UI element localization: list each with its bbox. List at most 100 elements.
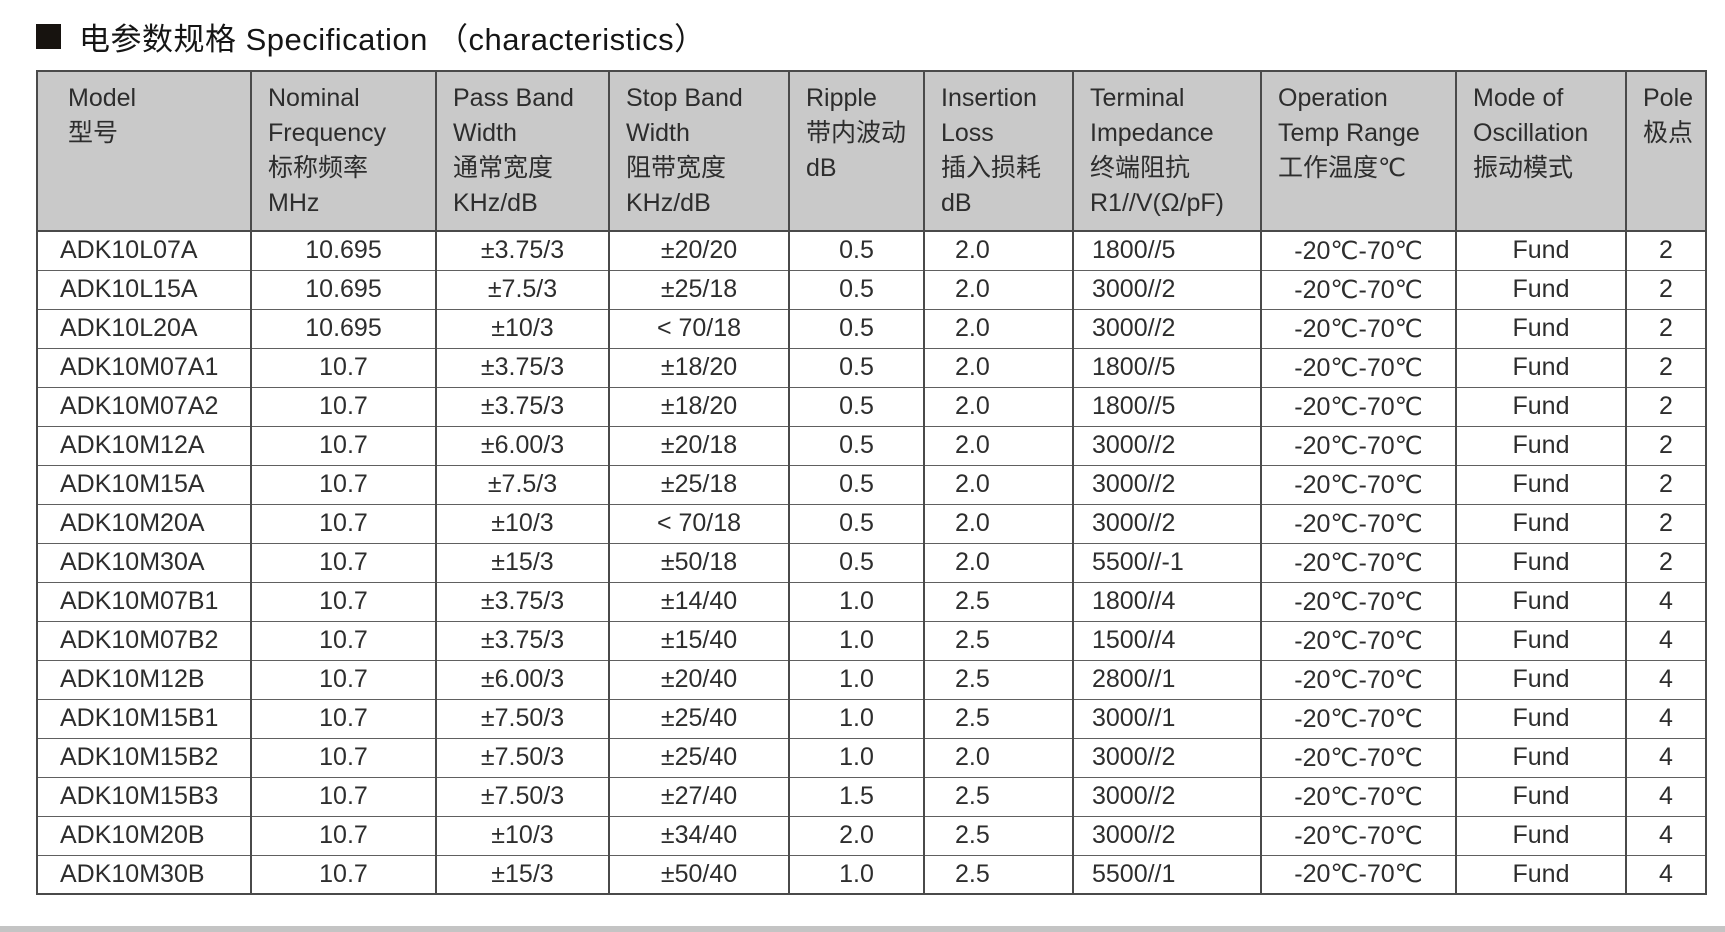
header-line: 标称频率 (268, 154, 369, 182)
cell-operation-temp-range: -20℃-70℃ (1260, 464, 1456, 504)
header-line: KHz/dB (626, 189, 711, 217)
cell-ripple: 0.5 (788, 464, 924, 504)
section-title-text: 电参数规格 Specification （characteristics） (79, 22, 706, 57)
cell-stop-band-width: ±14/40 (608, 581, 789, 621)
cell-model: ADK10M07A2 (36, 386, 251, 426)
cell-stop-band-width: ±18/20 (608, 347, 789, 387)
cell-ripple: 0.5 (788, 269, 924, 309)
header-line: 终端阻抗 (1090, 154, 1191, 182)
cell-insertion-loss: 2.0 (923, 503, 1073, 543)
header-line: dB (806, 154, 837, 182)
cell-insertion-loss: 2.0 (923, 308, 1073, 348)
header-line: Mode of (1473, 84, 1564, 112)
cell-stop-band-width: ±34/40 (608, 815, 789, 855)
cell-nominal-frequency: 10.7 (250, 503, 436, 543)
cell-mode-of-oscillation: Fund (1455, 815, 1626, 855)
table-row: ADK10L15A 10.695 ±7.5/3 ±25/18 0.5 2.0 3000//2… (36, 269, 1706, 309)
cell-insertion-loss: 2.0 (923, 425, 1073, 465)
table-row: ADK10M12A 10.7 ±6.00/3 ±20/18 0.5 2.0 3000//2-… (36, 425, 1706, 465)
header-line: Pole (1643, 84, 1694, 112)
cell-operation-temp-range: -20℃-70℃ (1260, 269, 1456, 309)
table-row: ADK10M07A1 10.7 ±3.75/3 ±18/20 0.5 2.0 1800//5… (36, 347, 1706, 387)
cell-operation-temp-range: -20℃-70℃ (1260, 854, 1456, 894)
column-header-terminal-impedance: Terminal Impedance 终端阻抗 R1//V(Ω/pF) (1072, 71, 1261, 232)
page-edge-strip (0, 926, 1725, 932)
table-row: ADK10M07A2 10.7 ±3.75/3 ±18/20 0.5 2.0 1800//5… (36, 386, 1706, 426)
cell-pole: 4 (1625, 581, 1706, 621)
cell-terminal-impedance: 3000//2 (1072, 815, 1261, 855)
cell-nominal-frequency: 10.7 (250, 581, 436, 621)
table-row: ADK10M07B2 10.7 ±3.75/3 ±15/40 1.0 2.5 1500//4… (36, 620, 1706, 660)
cell-pass-band-width: ±3.75/3 (435, 386, 609, 426)
cell-insertion-loss: 2.5 (923, 815, 1073, 855)
cell-ripple: 1.0 (788, 620, 924, 660)
cell-nominal-frequency: 10.695 (250, 308, 436, 348)
cell-stop-band-width: ±18/20 (608, 386, 789, 426)
cell-terminal-impedance: 3000//2 (1072, 464, 1261, 504)
cell-pole: 2 (1625, 347, 1706, 387)
cell-ripple: 1.0 (788, 854, 924, 894)
cell-model: ADK10M07A1 (36, 347, 251, 387)
cell-operation-temp-range: -20℃-70℃ (1260, 542, 1456, 582)
cell-model: ADK10M30A (36, 542, 251, 582)
cell-ripple: 1.0 (788, 581, 924, 621)
cell-pass-band-width: ±7.50/3 (435, 698, 609, 738)
spec-table: Model 型号 Nominal Frequency 标称频率 MHz Pass Band W… (36, 70, 1707, 895)
cell-insertion-loss: 2.0 (923, 269, 1073, 309)
cell-ripple: 0.5 (788, 503, 924, 543)
cell-stop-band-width: ±15/40 (608, 620, 789, 660)
cell-model: ADK10M15B2 (36, 737, 251, 777)
cell-operation-temp-range: -20℃-70℃ (1260, 659, 1456, 699)
header-line: Ripple (806, 84, 877, 112)
table-row: ADK10M15A 10.7 ±7.5/3 ±25/18 0.5 2.0 3000//2 -2… (36, 464, 1706, 504)
cell-mode-of-oscillation: Fund (1455, 347, 1626, 387)
header-line: 带内波动 (806, 119, 907, 147)
header-line: 振动模式 (1473, 154, 1574, 182)
cell-ripple: 0.5 (788, 542, 924, 582)
cell-pass-band-width: ±10/3 (435, 815, 609, 855)
cell-pass-band-width: ±3.75/3 (435, 230, 609, 270)
cell-insertion-loss: 2.5 (923, 854, 1073, 894)
cell-insertion-loss: 2.0 (923, 464, 1073, 504)
cell-mode-of-oscillation: Fund (1455, 776, 1626, 816)
cell-pole: 2 (1625, 542, 1706, 582)
cell-model: ADK10L07A (36, 230, 251, 270)
table-row: ADK10M12B 10.7 ±6.00/3 ±20/40 1.0 2.5 2800//1-… (36, 659, 1706, 699)
cell-model: ADK10M12B (36, 659, 251, 699)
cell-terminal-impedance: 3000//2 (1072, 425, 1261, 465)
cell-model: ADK10M30B (36, 854, 251, 894)
table-row: ADK10M30A 10.7 ±15/3 ±50/18 0.5 2.0 5500//-1 -2… (36, 542, 1706, 582)
cell-ripple: 1.0 (788, 698, 924, 738)
cell-stop-band-width: ±20/20 (608, 230, 789, 270)
cell-terminal-impedance: 5500//-1 (1072, 542, 1261, 582)
cell-mode-of-oscillation: Fund (1455, 230, 1626, 270)
table-row: ADK10L20A 10.695 ±10/3 < 70/18 0.5 2.0 3000//2… (36, 308, 1706, 348)
cell-pole: 2 (1625, 386, 1706, 426)
cell-stop-band-width: < 70/18 (608, 503, 789, 543)
cell-pass-band-width: ±7.5/3 (435, 464, 609, 504)
cell-model: ADK10L15A (36, 269, 251, 309)
cell-mode-of-oscillation: Fund (1455, 854, 1626, 894)
header-line: Pass Band (453, 84, 574, 112)
cell-model: ADK10M07B1 (36, 581, 251, 621)
cell-terminal-impedance: 3000//2 (1072, 308, 1261, 348)
cell-operation-temp-range: -20℃-70℃ (1260, 347, 1456, 387)
cell-nominal-frequency: 10.7 (250, 464, 436, 504)
cell-nominal-frequency: 10.7 (250, 737, 436, 777)
header-line: Operation (1278, 84, 1388, 112)
header-line: Model (68, 84, 137, 112)
cell-pole: 2 (1625, 464, 1706, 504)
table-header-row: Model 型号 Nominal Frequency 标称频率 MHz Pass Band W… (36, 71, 1706, 232)
cell-terminal-impedance: 1500//4 (1072, 620, 1261, 660)
cell-mode-of-oscillation: Fund (1455, 542, 1626, 582)
cell-model: ADK10M20B (36, 815, 251, 855)
header-line: 插入损耗 (941, 154, 1042, 182)
cell-pass-band-width: ±7.50/3 (435, 737, 609, 777)
header-line: Insertion (941, 84, 1037, 112)
header-line: Loss (941, 119, 994, 147)
cell-terminal-impedance: 3000//2 (1072, 737, 1261, 777)
cell-terminal-impedance: 2800//1 (1072, 659, 1261, 699)
cell-operation-temp-range: -20℃-70℃ (1260, 620, 1456, 660)
header-line: 型号 (68, 119, 119, 147)
cell-terminal-impedance: 1800//5 (1072, 386, 1261, 426)
